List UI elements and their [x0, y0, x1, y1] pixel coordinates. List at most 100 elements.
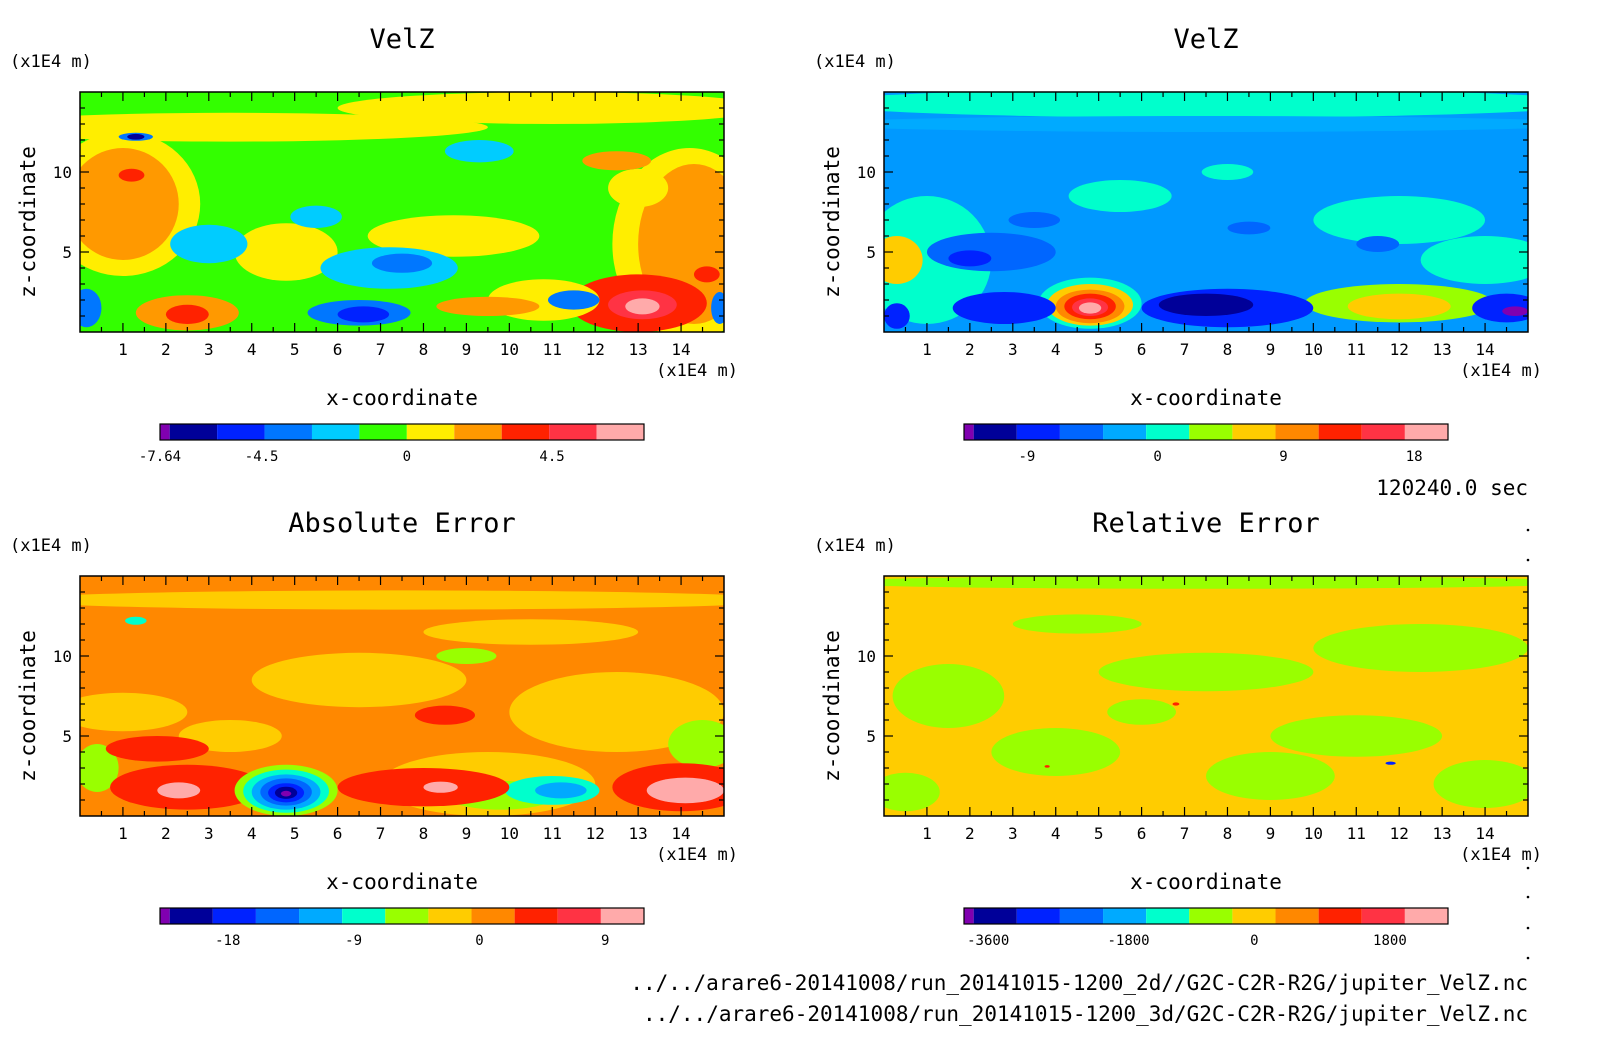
contour-region — [646, 777, 724, 804]
colorbar-label: -3600 — [967, 933, 1009, 949]
x-tick-label: 10 — [1304, 340, 1323, 359]
x-tick-label: 2 — [965, 824, 975, 843]
colorbar-swatch — [1404, 908, 1448, 924]
x-tick-label: 6 — [1137, 340, 1147, 359]
colorbar-swatch — [964, 908, 974, 924]
contour-region — [423, 619, 639, 645]
colorbar-label: 0 — [1153, 449, 1161, 465]
contour-field — [884, 576, 1528, 816]
x-tick-label: 13 — [1433, 340, 1452, 359]
x-tick-label: 12 — [586, 340, 605, 359]
contour-region — [1172, 702, 1180, 706]
contour-region — [884, 772, 940, 812]
contour-region — [80, 692, 188, 732]
contour-region — [948, 250, 992, 267]
contour-region — [582, 151, 652, 171]
panel-title: VelZ — [369, 24, 434, 55]
colorbar-label: 4.5 — [539, 449, 564, 465]
colorbar-swatch — [1361, 424, 1405, 440]
contour-region — [337, 768, 510, 807]
colorbar-swatch — [1318, 908, 1362, 924]
y-tick-label: 5 — [866, 243, 876, 262]
colorbar-label: 0 — [403, 449, 411, 465]
colorbar-label: -7.64 — [139, 449, 181, 465]
colorbar-swatch — [557, 908, 601, 924]
contour-region — [1385, 761, 1396, 765]
x-tick-label: 4 — [1051, 340, 1061, 359]
colorbar-swatch — [1016, 908, 1060, 924]
contour-region — [170, 224, 248, 264]
contour-region — [625, 298, 660, 315]
y-tick-label: 5 — [62, 243, 72, 262]
contour-region — [80, 112, 488, 142]
colorbar-swatch — [1059, 424, 1104, 440]
y-axis-label: z-coordinate — [16, 146, 40, 298]
panel-4: Relative Error(x1E4 m)1 2 3 4 5 6 7 8 9 10 11 12 13 1… — [814, 508, 1542, 949]
x-tick-label: 5 — [1094, 340, 1104, 359]
x-tick-label: 10 — [500, 824, 519, 843]
x-tick-label: 1 — [118, 340, 128, 359]
colorbar-swatch — [406, 424, 455, 440]
y-unit-label: (x1E4 m) — [10, 536, 92, 556]
x-tick-label: 1 — [922, 340, 932, 359]
x-tick-label: 5 — [1094, 824, 1104, 843]
x-tick-label: 11 — [1347, 340, 1366, 359]
contour-region — [367, 215, 540, 257]
colorbar-label: -9 — [1018, 449, 1035, 465]
contour-region — [884, 576, 1528, 589]
x-tick-label: 1 — [922, 824, 932, 843]
x-tick-label: 3 — [204, 340, 214, 359]
x-tick-label: 9 — [1266, 824, 1276, 843]
colorbar-swatch — [1318, 424, 1362, 440]
x-tick-label: 6 — [333, 340, 343, 359]
contour-region — [535, 782, 587, 799]
contour-region — [80, 288, 102, 328]
contour-region — [251, 652, 467, 708]
contour-region — [884, 116, 1528, 132]
contour-region — [1068, 180, 1172, 212]
x-tick-label: 13 — [629, 824, 648, 843]
contour-region — [414, 705, 475, 725]
colorbar-swatch — [1103, 424, 1147, 440]
colorbar: -9 0 9 18 — [963, 423, 1449, 465]
contour-region — [926, 232, 1056, 272]
x-tick-label: 2 — [965, 340, 975, 359]
contour-region — [1313, 624, 1528, 672]
x-tick-label: 10 — [1304, 824, 1323, 843]
x-tick-label: 13 — [1433, 824, 1452, 843]
marker-dot — [1526, 558, 1530, 562]
contour-region — [1012, 614, 1142, 634]
contour-region — [693, 266, 720, 283]
contour-region — [80, 744, 119, 792]
panel-2: VelZ(x1E4 m)1 2 3 4 5 6 7 8 9 10 11 12 13 14510(x1E4 … — [814, 24, 1542, 465]
y-tick-label: 5 — [62, 727, 72, 746]
colorbar-swatch — [1275, 908, 1319, 924]
colorbar-swatch — [973, 908, 1017, 924]
contour-region — [608, 168, 669, 208]
colorbar-swatch — [1232, 424, 1276, 440]
colorbar-swatch — [600, 908, 644, 924]
colorbar-swatch — [428, 908, 472, 924]
colorbar-swatch — [454, 424, 502, 440]
x-tick-label: 5 — [290, 824, 300, 843]
colorbar-swatch — [964, 424, 974, 440]
x-unit-label: (x1E4 m) — [1460, 361, 1542, 381]
contour-region — [884, 236, 923, 284]
contour-field — [884, 92, 1528, 332]
x-tick-label: 14 — [1475, 340, 1494, 359]
source-file-path: ../../arare6-20141008/run_20141015-1200_… — [643, 1002, 1528, 1026]
colorbar-swatch — [255, 908, 300, 924]
colorbar-swatch — [1275, 424, 1319, 440]
contour-region — [337, 306, 390, 323]
x-tick-label: 4 — [247, 340, 257, 359]
x-tick-label: 12 — [1390, 824, 1409, 843]
contour-region — [280, 790, 292, 797]
colorbar-label: -18 — [215, 933, 240, 949]
colorbar-swatch — [1103, 908, 1147, 924]
x-tick-label: 14 — [671, 340, 690, 359]
colorbar-swatch — [1189, 908, 1233, 924]
colorbar: -7.64 -4.5 0 4.5 — [139, 423, 645, 465]
contour-region — [1227, 221, 1271, 235]
colorbar-swatch — [549, 424, 597, 440]
